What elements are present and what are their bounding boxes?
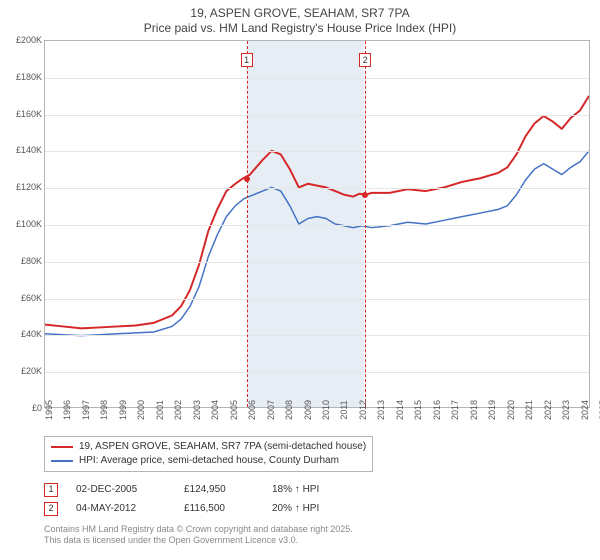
transaction-delta: 18% ↑ HPI (272, 480, 319, 499)
legend-swatch (51, 460, 73, 462)
grid-line (45, 335, 589, 336)
grid-line (45, 225, 589, 226)
chart-container: 19, ASPEN GROVE, SEAHAM, SR7 7PA Price p… (0, 0, 600, 560)
series-line (45, 96, 589, 328)
x-tick-label: 2016 (432, 400, 442, 420)
x-tick-label: 1995 (44, 400, 54, 420)
x-tick-label: 2001 (155, 400, 165, 420)
x-tick-label: 1996 (62, 400, 72, 420)
legend-item: 19, ASPEN GROVE, SEAHAM, SR7 7PA (semi-d… (51, 440, 366, 454)
x-tick-label: 2015 (413, 400, 423, 420)
x-axis: 1995199619971998199920002001200220032004… (44, 408, 590, 430)
x-tick-label: 2013 (376, 400, 386, 420)
grid-line (45, 151, 589, 152)
marker-dot (244, 176, 250, 182)
footer-line-2: This data is licensed under the Open Gov… (44, 535, 596, 546)
x-tick-label: 2010 (321, 400, 331, 420)
x-tick-label: 1998 (99, 400, 109, 420)
title-line-1: 19, ASPEN GROVE, SEAHAM, SR7 7PA (4, 6, 596, 21)
legend-item: HPI: Average price, semi-detached house,… (51, 454, 366, 468)
x-tick-label: 2022 (543, 400, 553, 420)
x-tick-label: 2021 (524, 400, 534, 420)
grid-line (45, 372, 589, 373)
y-tick-label: £120K (16, 182, 42, 192)
transaction-row: 2 04-MAY-2012 £116,500 20% ↑ HPI (44, 499, 596, 518)
y-tick-label: £100K (16, 219, 42, 229)
x-tick-label: 2017 (450, 400, 460, 420)
marker-dot (362, 192, 368, 198)
y-tick-label: £20K (21, 366, 42, 376)
x-tick-label: 2008 (284, 400, 294, 420)
grid-line (45, 299, 589, 300)
y-tick-label: £60K (21, 293, 42, 303)
footer-line-1: Contains HM Land Registry data © Crown c… (44, 524, 596, 535)
x-tick-label: 2012 (358, 400, 368, 420)
title-block: 19, ASPEN GROVE, SEAHAM, SR7 7PA Price p… (4, 6, 596, 36)
transaction-price: £116,500 (184, 499, 254, 518)
x-tick-label: 2023 (561, 400, 571, 420)
legend-swatch (51, 446, 73, 448)
grid-line (45, 115, 589, 116)
y-tick-label: £40K (21, 329, 42, 339)
transaction-id-box: 2 (44, 502, 58, 516)
x-tick-label: 2019 (487, 400, 497, 420)
legend-label: 19, ASPEN GROVE, SEAHAM, SR7 7PA (semi-d… (79, 440, 366, 454)
title-line-2: Price paid vs. HM Land Registry's House … (4, 21, 596, 36)
x-tick-label: 2018 (469, 400, 479, 420)
transaction-price: £124,950 (184, 480, 254, 499)
y-tick-label: £80K (21, 256, 42, 266)
transaction-date: 02-DEC-2005 (76, 480, 166, 499)
x-tick-label: 2007 (266, 400, 276, 420)
transaction-delta: 20% ↑ HPI (272, 499, 319, 518)
x-tick-label: 1999 (118, 400, 128, 420)
x-tick-label: 2014 (395, 400, 405, 420)
x-tick-label: 2024 (580, 400, 590, 420)
grid-line (45, 262, 589, 263)
transaction-row: 1 02-DEC-2005 £124,950 18% ↑ HPI (44, 480, 596, 499)
grid-line (45, 188, 589, 189)
series-line (45, 151, 589, 336)
x-tick-label: 2005 (229, 400, 239, 420)
y-tick-label: £180K (16, 72, 42, 82)
x-tick-label: 2006 (247, 400, 257, 420)
y-axis: £0£20K£40K£60K£80K£100K£120K£140K£160K£1… (4, 40, 44, 408)
x-tick-label: 2009 (303, 400, 313, 420)
x-tick-label: 1997 (81, 400, 91, 420)
transaction-list: 1 02-DEC-2005 £124,950 18% ↑ HPI 2 04-MAY-201… (44, 480, 596, 518)
marker-vline (365, 41, 366, 407)
y-tick-label: £0 (32, 403, 42, 413)
x-tick-label: 2020 (506, 400, 516, 420)
x-tick-label: 2003 (192, 400, 202, 420)
grid-line (45, 78, 589, 79)
marker-label-box: 1 (241, 53, 253, 67)
transaction-date: 04-MAY-2012 (76, 499, 166, 518)
x-tick-label: 2000 (136, 400, 146, 420)
marker-label-box: 2 (359, 53, 371, 67)
plot-area: 12 (44, 40, 590, 408)
y-tick-label: £200K (16, 35, 42, 45)
y-tick-label: £140K (16, 145, 42, 155)
x-tick-label: 2004 (210, 400, 220, 420)
y-tick-label: £160K (16, 109, 42, 119)
transaction-id-box: 1 (44, 483, 58, 497)
marker-vline (247, 41, 248, 407)
legend-label: HPI: Average price, semi-detached house,… (79, 454, 339, 468)
footer: Contains HM Land Registry data © Crown c… (44, 524, 596, 547)
chart-area: £0 £20K £40K £60K £80K £100K £120K £140K £160K £1… (4, 40, 596, 430)
x-tick-label: 2002 (173, 400, 183, 420)
legend: 19, ASPEN GROVE, SEAHAM, SR7 7PA (semi-d… (44, 436, 373, 472)
line-series-svg (45, 41, 589, 407)
x-tick-label: 2011 (339, 400, 349, 419)
